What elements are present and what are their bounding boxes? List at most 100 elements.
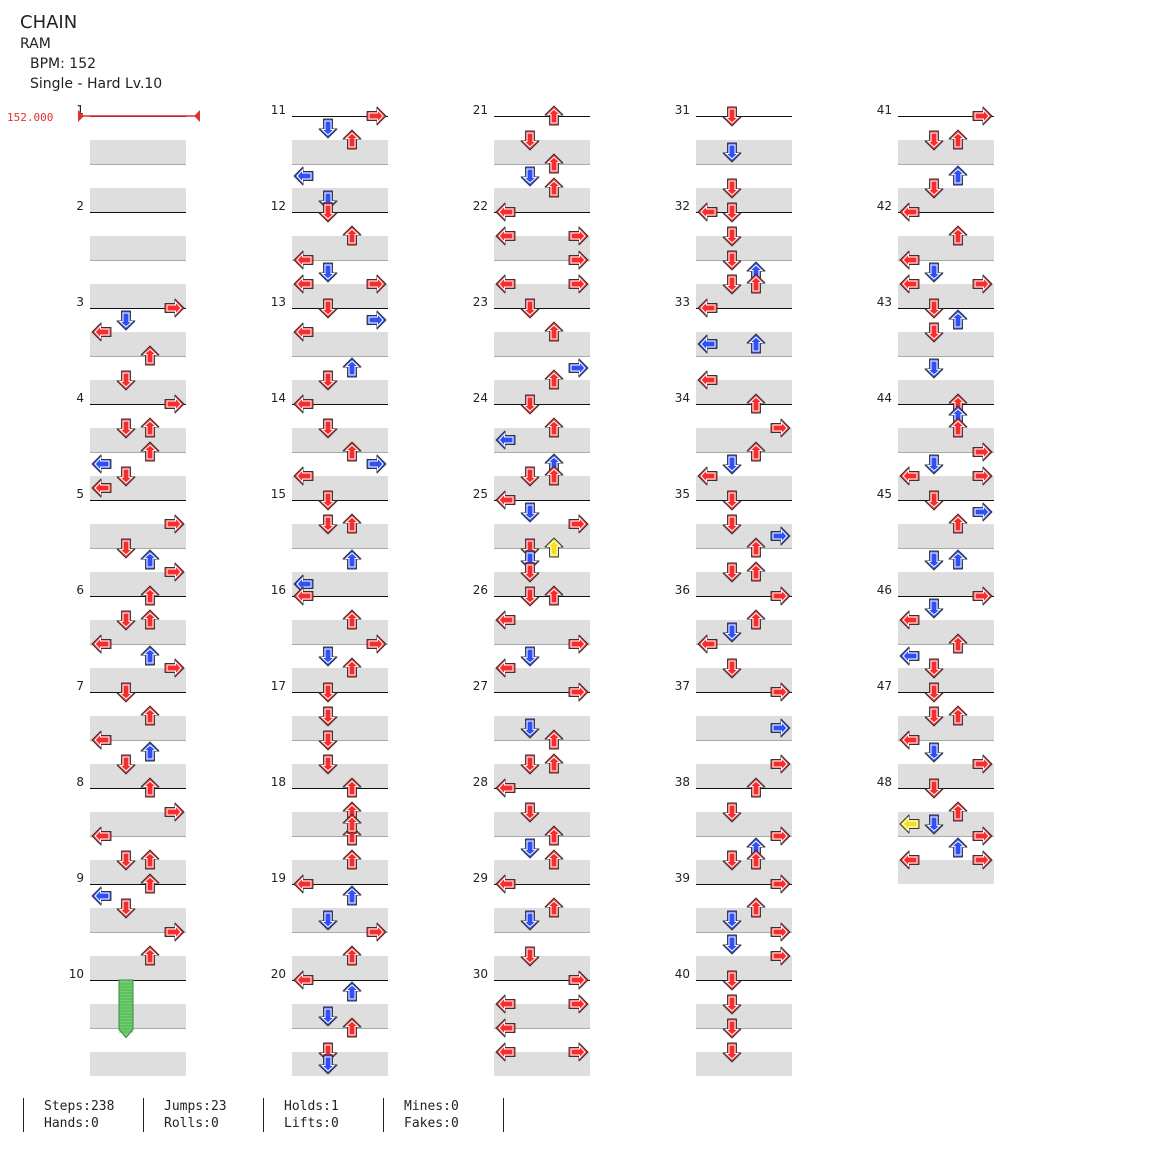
down-arrow-icon (722, 106, 742, 127)
right-arrow-icon (770, 718, 791, 738)
right-arrow-icon (366, 106, 387, 126)
beat-line (696, 836, 792, 837)
left-arrow-icon (495, 430, 516, 450)
stat-rolls: Rolls:0 (164, 1116, 219, 1131)
right-arrow-icon (568, 1042, 589, 1062)
down-arrow-icon (116, 370, 136, 391)
left-arrow-icon (697, 334, 718, 354)
right-arrow-icon (972, 586, 993, 606)
right-arrow-icon (164, 802, 185, 822)
up-arrow-icon (342, 981, 362, 1002)
up-arrow-icon (342, 357, 362, 378)
measure-line (696, 596, 792, 597)
measure-line (898, 788, 994, 789)
measure-number: 40 (674, 967, 690, 981)
up-arrow-icon (342, 777, 362, 798)
right-arrow-icon (164, 562, 185, 582)
measure-stripe (292, 668, 388, 692)
up-arrow-icon (544, 537, 564, 558)
down-arrow-icon (116, 754, 136, 775)
right-arrow-icon (972, 754, 993, 774)
down-arrow-icon (520, 754, 540, 775)
beat-line (90, 644, 186, 645)
left-arrow-icon (899, 202, 920, 222)
measure-number: 35 (674, 487, 690, 501)
left-arrow-icon (697, 202, 718, 222)
measure-line (292, 500, 388, 501)
beat-line (494, 356, 590, 357)
measure-number: 12 (270, 199, 286, 213)
right-arrow-icon (972, 106, 993, 126)
down-arrow-icon (924, 130, 944, 151)
down-arrow-icon (318, 910, 338, 931)
right-arrow-icon (366, 634, 387, 654)
down-arrow-icon (924, 742, 944, 763)
down-arrow-icon (722, 910, 742, 931)
measure-number: 21 (472, 103, 488, 117)
left-arrow-icon (495, 994, 516, 1014)
measure-line (696, 980, 792, 981)
left-arrow-icon (91, 478, 112, 498)
up-arrow-icon (140, 777, 160, 798)
down-arrow-icon (722, 454, 742, 475)
down-arrow-icon (924, 778, 944, 799)
up-arrow-icon (948, 801, 968, 822)
measure-number: 36 (674, 583, 690, 597)
up-arrow-icon (746, 561, 766, 582)
down-arrow-icon (318, 490, 338, 511)
measure-line (90, 980, 186, 981)
measure-stripe (292, 764, 388, 788)
beat-line (90, 164, 186, 165)
beat-line (696, 1028, 792, 1029)
down-arrow-icon (722, 1018, 742, 1039)
up-arrow-icon (746, 897, 766, 918)
right-arrow-icon (972, 274, 993, 294)
measure-line (494, 980, 590, 981)
beat-line (898, 836, 994, 837)
beat-line (90, 548, 186, 549)
measure-number: 33 (674, 295, 690, 309)
left-arrow-icon (495, 226, 516, 246)
up-arrow-icon (342, 441, 362, 462)
measure-number: 28 (472, 775, 488, 789)
up-arrow-icon (342, 945, 362, 966)
measure-stripe (90, 428, 186, 452)
down-arrow-icon (924, 178, 944, 199)
measure-line (90, 308, 186, 309)
down-arrow-icon (722, 622, 742, 643)
right-arrow-icon (972, 466, 993, 486)
right-arrow-icon (366, 310, 387, 330)
measure-number: 13 (270, 295, 286, 309)
up-arrow-icon (948, 225, 968, 246)
right-arrow-icon (770, 682, 791, 702)
down-arrow-icon (520, 802, 540, 823)
measure-number: 22 (472, 199, 488, 213)
right-arrow-icon (770, 946, 791, 966)
up-arrow-icon (746, 777, 766, 798)
beat-line (696, 452, 792, 453)
beat-line (898, 260, 994, 261)
measure-line (696, 692, 792, 693)
measure-line (494, 500, 590, 501)
left-arrow-icon (293, 970, 314, 990)
measure-stripe (90, 860, 186, 884)
down-arrow-icon (520, 166, 540, 187)
down-arrow-icon (924, 598, 944, 619)
up-arrow-icon (948, 633, 968, 654)
right-arrow-icon (164, 298, 185, 318)
beat-line (696, 644, 792, 645)
down-arrow-icon (116, 466, 136, 487)
up-arrow-icon (544, 729, 564, 750)
right-arrow-icon (366, 274, 387, 294)
up-arrow-icon (544, 849, 564, 870)
measure-line (90, 500, 186, 501)
measure-line (292, 884, 388, 885)
measure-number: 2 (76, 199, 84, 213)
measure-number: 9 (76, 871, 84, 885)
beat-line (90, 260, 186, 261)
left-arrow-icon (495, 1018, 516, 1038)
measure-number: 43 (876, 295, 892, 309)
left-arrow-icon (495, 490, 516, 510)
down-arrow-icon (722, 850, 742, 871)
left-arrow-icon (899, 814, 920, 834)
